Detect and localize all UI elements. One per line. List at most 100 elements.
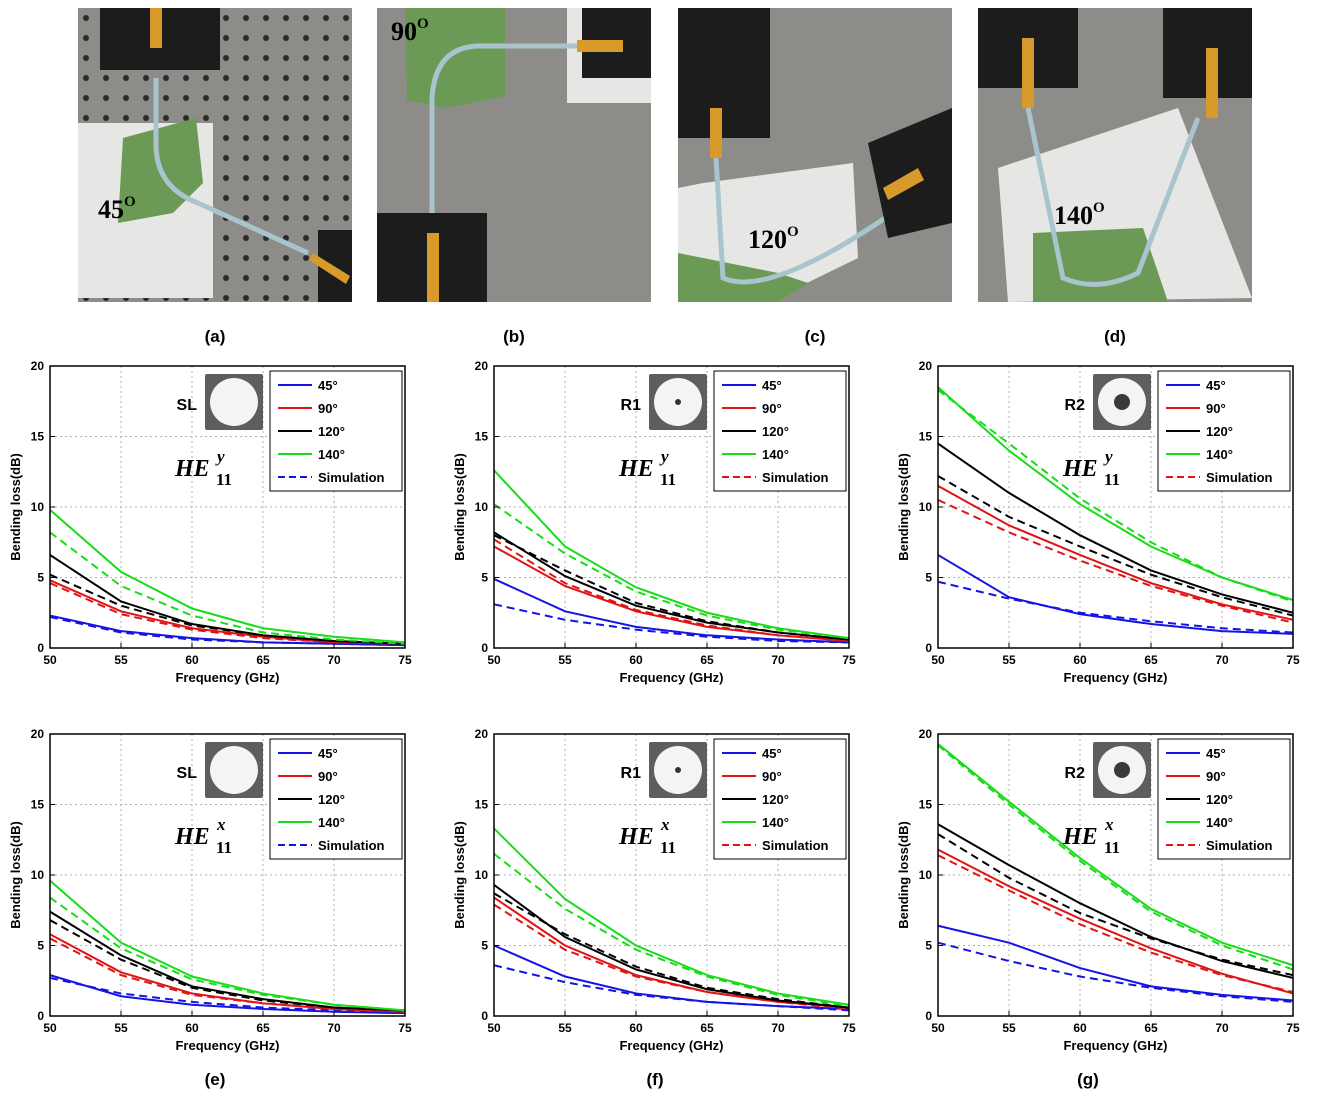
board-hole <box>303 155 309 161</box>
x-tick-label: 70 <box>1215 1021 1229 1035</box>
series-measured-line <box>493 944 850 1010</box>
legend-label: Simulation <box>318 838 385 853</box>
board-hole <box>83 115 89 121</box>
x-tick-label: 50 <box>43 653 57 667</box>
x-axis-label: Frequency (GHz) <box>619 1038 723 1053</box>
y-tick-label: 0 <box>481 641 488 655</box>
board-hole <box>263 95 269 101</box>
y-tick-label: 5 <box>481 571 488 585</box>
series-simulated-line <box>49 531 406 645</box>
board-hole <box>83 75 89 81</box>
series-measured-line <box>937 484 1294 621</box>
series-simulated-line <box>937 475 1294 617</box>
y-axis-label: Bending loss(dB) <box>8 821 23 929</box>
board-hole <box>283 95 289 101</box>
x-tick-label: 55 <box>558 653 572 667</box>
series-simulated-line <box>493 853 850 1008</box>
board-hole <box>103 115 109 121</box>
board-hole <box>263 135 269 141</box>
panel-label-e: (e) <box>204 1070 226 1089</box>
board-hole <box>323 55 329 61</box>
mode-label-sup: x <box>660 815 670 834</box>
board-hole <box>223 115 229 121</box>
board-hole <box>303 35 309 41</box>
legend-label: 90° <box>1206 769 1226 784</box>
board-hole <box>283 155 289 161</box>
y-tick-label: 10 <box>475 868 489 882</box>
x-tick-label: 75 <box>398 1021 412 1035</box>
legend-label: 45° <box>1206 378 1226 393</box>
board-hole <box>263 115 269 121</box>
series-measured-line <box>937 924 1294 1002</box>
y-tick-label: 10 <box>919 868 933 882</box>
y-tick-label: 5 <box>37 939 44 953</box>
board-hole <box>283 55 289 61</box>
y-tick-label: 20 <box>475 727 489 741</box>
x-axis-label: Frequency (GHz) <box>1063 670 1167 685</box>
x-tick-label: 70 <box>327 653 341 667</box>
legend-label: 90° <box>762 769 782 784</box>
y-tick-label: 20 <box>31 359 45 373</box>
y-tick-label: 15 <box>475 798 489 812</box>
mode-label-sup: y <box>659 447 669 466</box>
board-hole <box>203 95 209 101</box>
chart-bot-r2: 50 55 60 65 70 75 0 5 10 15 20 Frequency (GHz) Bendi… <box>888 726 1308 1056</box>
mode-label-sup: y <box>215 447 225 466</box>
x-tick-label: 55 <box>1002 653 1016 667</box>
sample-label: R2 <box>1065 397 1086 414</box>
x-tick-label: 75 <box>842 1021 856 1035</box>
photo-b-art: 90O <box>377 8 651 302</box>
series-measured-line <box>493 578 850 644</box>
board-hole <box>303 95 309 101</box>
board-hole <box>83 35 89 41</box>
series-measured-line <box>49 879 406 1012</box>
photo-a-art: 45O <box>78 8 352 302</box>
board-hole <box>263 255 269 261</box>
legend-label: 45° <box>762 746 782 761</box>
legend-label: Simulation <box>1206 838 1273 853</box>
board-hole <box>323 115 329 121</box>
sample-label: R1 <box>621 397 642 414</box>
board-hole <box>183 115 189 121</box>
legend-label: 120° <box>1206 792 1233 807</box>
series-measured-line <box>49 933 406 1013</box>
board-hole <box>323 135 329 141</box>
board-hole <box>283 175 289 181</box>
board-hole <box>343 215 349 221</box>
board-hole <box>283 295 289 301</box>
board-hole <box>323 155 329 161</box>
x-tick-label: 55 <box>1002 1021 1016 1035</box>
board-hole <box>243 275 249 281</box>
board-hole <box>283 215 289 221</box>
legend-label: 140° <box>318 815 345 830</box>
panel-label-g: (g) <box>1077 1070 1099 1089</box>
board-hole <box>283 135 289 141</box>
sample-hole <box>1114 762 1130 778</box>
mode-label-sub: 11 <box>1104 838 1120 857</box>
series-simulated-line <box>937 580 1294 634</box>
board-hole <box>183 75 189 81</box>
legend-label: Simulation <box>1206 470 1273 485</box>
legend-label: Simulation <box>762 838 829 853</box>
y-tick-label: 0 <box>481 1009 488 1023</box>
x-tick-label: 70 <box>1215 653 1229 667</box>
board-hole <box>283 195 289 201</box>
x-tick-label: 50 <box>931 653 945 667</box>
board-hole <box>343 15 349 21</box>
y-tick-label: 15 <box>31 430 45 444</box>
board-hole <box>343 75 349 81</box>
board-hole <box>283 115 289 121</box>
board-hole <box>303 75 309 81</box>
series-simulated-line <box>493 503 850 640</box>
mode-label-base: HE <box>1062 824 1098 850</box>
x-tick-label: 60 <box>185 1021 199 1035</box>
y-tick-label: 15 <box>31 798 45 812</box>
y-tick-label: 10 <box>31 868 45 882</box>
x-tick-label: 60 <box>629 1021 643 1035</box>
legend-label: 140° <box>318 447 345 462</box>
board-hole <box>223 95 229 101</box>
series-simulated-line <box>49 582 406 645</box>
board-hole <box>103 95 109 101</box>
chart-bot-r1: 50 55 60 65 70 75 0 5 10 15 20 Frequency (GHz) Bendi… <box>444 726 864 1056</box>
x-axis-label: Frequency (GHz) <box>619 670 723 685</box>
